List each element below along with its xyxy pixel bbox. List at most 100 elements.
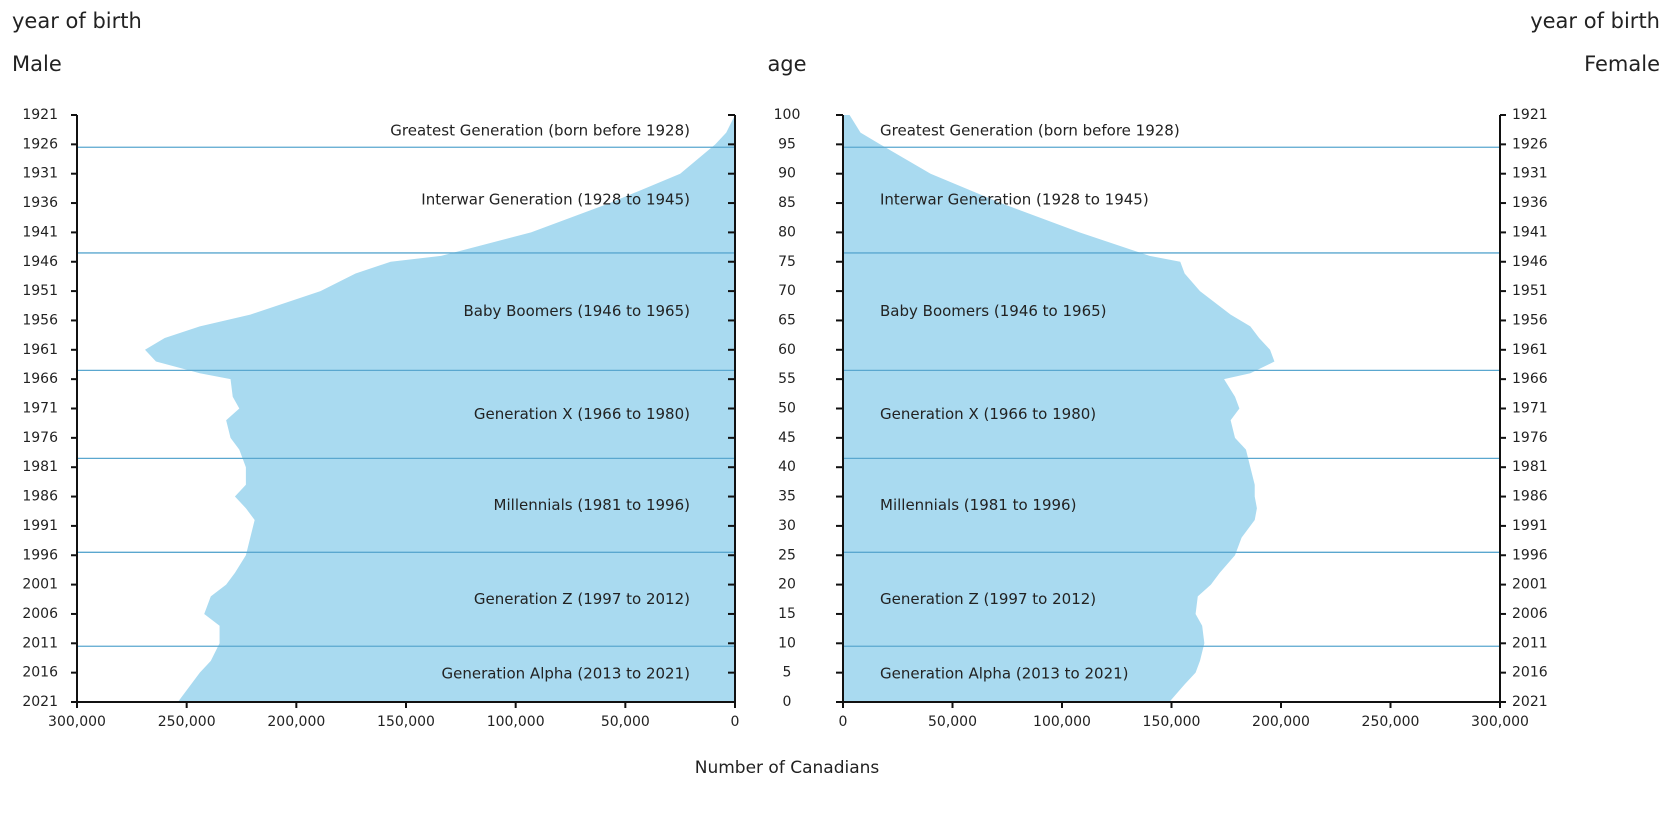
year-tick-label: 1926 <box>22 136 58 152</box>
year-tick-label: 1971 <box>1512 401 1548 417</box>
x-tick-label: 150,000 <box>377 714 435 730</box>
year-tick-label: 1931 <box>1512 166 1548 182</box>
x-tick-label: 50,000 <box>928 714 977 730</box>
age-tick-label: 40 <box>778 459 796 475</box>
age-tick-label: 30 <box>778 518 796 534</box>
year-tick-label: 1981 <box>1512 459 1548 475</box>
female-label: Female <box>1584 52 1660 76</box>
year-tick-label: 1941 <box>1512 224 1548 240</box>
year-tick-label: 2016 <box>22 665 58 681</box>
age-tick-label: 95 <box>778 136 796 152</box>
year-tick-label: 1986 <box>22 489 58 505</box>
year-tick-label: 1976 <box>1512 430 1548 446</box>
population-area <box>144 115 735 702</box>
year-tick-label: 2001 <box>1512 577 1548 593</box>
male-label: Male <box>12 52 62 76</box>
x-tick-label: 150,000 <box>1143 714 1201 730</box>
age-tick-label: 25 <box>778 547 796 563</box>
generation-label: Generation Z (1997 to 2012) <box>880 590 1096 608</box>
year-tick-label: 1996 <box>22 547 58 563</box>
year-tick-label: 1961 <box>22 342 58 358</box>
age-tick-label: 10 <box>778 635 796 651</box>
generation-label: Generation Z (1997 to 2012) <box>474 590 690 608</box>
age-tick-label: 5 <box>783 665 792 681</box>
age-tick-label: 35 <box>778 489 796 505</box>
age-tick-label: 15 <box>778 606 796 622</box>
year-tick-label: 1976 <box>22 430 58 446</box>
year-tick-label: 2011 <box>1512 635 1548 651</box>
generation-label: Millennials (1981 to 1996) <box>880 496 1076 514</box>
age-tick-label: 60 <box>778 342 796 358</box>
year-tick-label: 1951 <box>1512 283 1548 299</box>
year-tick-label: 1921 <box>1512 107 1548 123</box>
year-tick-label: 1926 <box>1512 136 1548 152</box>
year-tick-label: 1966 <box>22 371 58 387</box>
right-axis-label: year of birth <box>1530 9 1660 33</box>
age-tick-label: 75 <box>778 254 796 270</box>
year-tick-label: 2001 <box>22 577 58 593</box>
age-tick-label: 20 <box>778 577 796 593</box>
population-area <box>843 115 1275 702</box>
year-tick-label: 1966 <box>1512 371 1548 387</box>
year-tick-label: 1971 <box>22 401 58 417</box>
x-tick-label: 100,000 <box>1033 714 1091 730</box>
generation-label: Generation Alpha (2013 to 2021) <box>441 665 690 683</box>
age-tick-label: 85 <box>778 195 796 211</box>
age-tick-label: 90 <box>778 166 796 182</box>
generation-label: Baby Boomers (1946 to 1965) <box>880 302 1107 320</box>
x-tick-label: 100,000 <box>487 714 545 730</box>
year-tick-label: 2016 <box>1512 665 1548 681</box>
age-tick-label: 80 <box>778 224 796 240</box>
year-tick-label: 2011 <box>22 635 58 651</box>
x-tick-label: 50,000 <box>601 714 650 730</box>
year-tick-label: 1986 <box>1512 489 1548 505</box>
age-tick-label: 65 <box>778 312 796 328</box>
generation-label: Interwar Generation (1928 to 1945) <box>880 191 1149 209</box>
year-tick-label: 1931 <box>22 166 58 182</box>
year-tick-label: 1941 <box>22 224 58 240</box>
age-tick-label: 0 <box>783 694 792 710</box>
year-tick-label: 2021 <box>22 694 58 710</box>
generation-label: Generation Alpha (2013 to 2021) <box>880 665 1129 683</box>
x-tick-label: 200,000 <box>1252 714 1310 730</box>
age-tick-label: 70 <box>778 283 796 299</box>
age-tick-label: 50 <box>778 401 796 417</box>
year-tick-label: 1961 <box>1512 342 1548 358</box>
year-tick-label: 2006 <box>22 606 58 622</box>
year-tick-label: 1991 <box>1512 518 1548 534</box>
year-tick-label: 1996 <box>1512 547 1548 563</box>
x-tick-label: 250,000 <box>158 714 216 730</box>
x-tick-label: 300,000 <box>1471 714 1529 730</box>
year-tick-label: 2006 <box>1512 606 1548 622</box>
left-axis-label: year of birth <box>12 9 142 33</box>
generation-label: Generation X (1966 to 1980) <box>474 405 690 423</box>
generation-label: Interwar Generation (1928 to 1945) <box>421 191 690 209</box>
age-tick-label: 55 <box>778 371 796 387</box>
generation-label: Generation X (1966 to 1980) <box>880 405 1096 423</box>
year-tick-label: 1936 <box>22 195 58 211</box>
generation-label: Millennials (1981 to 1996) <box>494 496 690 514</box>
year-tick-label: 2021 <box>1512 694 1548 710</box>
year-tick-label: 1946 <box>22 254 58 270</box>
year-tick-label: 1946 <box>1512 254 1548 270</box>
year-tick-label: 1956 <box>22 312 58 328</box>
year-tick-label: 1956 <box>1512 312 1548 328</box>
x-tick-label: 250,000 <box>1362 714 1420 730</box>
generation-label: Greatest Generation (born before 1928) <box>880 122 1180 140</box>
year-tick-label: 1981 <box>22 459 58 475</box>
x-axis-label: Number of Canadians <box>695 758 880 778</box>
age-tick-label: 45 <box>778 430 796 446</box>
age-tick-label: 100 <box>774 107 801 123</box>
generation-label: Greatest Generation (born before 1928) <box>390 122 690 140</box>
age-label: age <box>767 52 806 76</box>
generation-label: Baby Boomers (1946 to 1965) <box>463 302 690 320</box>
x-tick-label: 0 <box>839 714 848 730</box>
x-tick-label: 200,000 <box>267 714 325 730</box>
year-tick-label: 1991 <box>22 518 58 534</box>
year-tick-label: 1936 <box>1512 195 1548 211</box>
x-tick-label: 300,000 <box>48 714 106 730</box>
year-tick-label: 1921 <box>22 107 58 123</box>
year-tick-label: 1951 <box>22 283 58 299</box>
x-tick-label: 0 <box>731 714 740 730</box>
